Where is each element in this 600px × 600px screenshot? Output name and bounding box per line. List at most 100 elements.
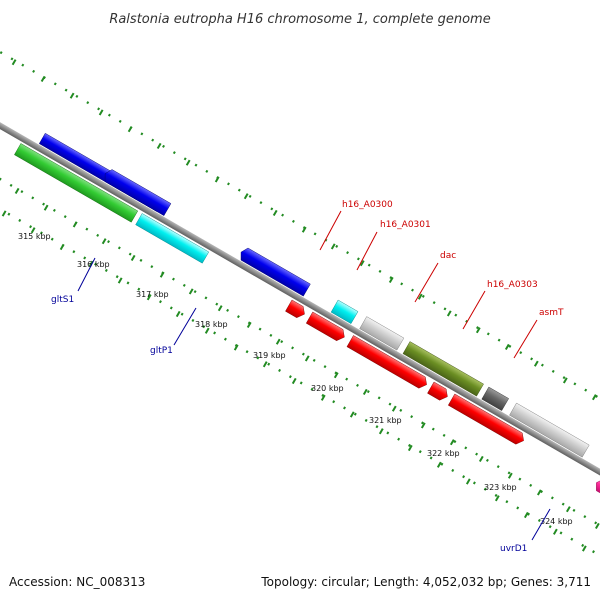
guide-dot	[310, 387, 314, 391]
major-tick	[156, 142, 162, 150]
gene-uvrD1[interactable]	[593, 477, 600, 545]
guide-dot	[464, 446, 468, 450]
guide-dot	[483, 487, 487, 491]
guide-dot	[182, 283, 186, 287]
gene-h16_A0301[interactable]	[359, 316, 405, 351]
guide-dot	[85, 227, 89, 231]
major-tick	[533, 360, 539, 367]
guide-dot	[96, 233, 100, 237]
gene-h16_A0303[interactable]	[481, 386, 509, 411]
kbp-label-321: 321 kbp	[369, 416, 402, 425]
major-tick	[175, 310, 181, 318]
major-tick	[304, 355, 310, 362]
guide-dot	[400, 282, 404, 286]
major-tick	[275, 338, 281, 345]
guide-dot	[278, 368, 282, 372]
guide-dot	[107, 113, 111, 117]
gene-label-h16_A0303[interactable]: h16_A0303	[487, 280, 538, 290]
gene-red-2[interactable]	[305, 311, 347, 343]
major-tick	[30, 227, 36, 234]
guide-dot	[356, 257, 360, 261]
kbp-label-323: 323 kbp	[484, 483, 517, 492]
guide-dot	[245, 350, 249, 354]
guide-dot	[107, 240, 110, 244]
major-tick	[591, 394, 597, 401]
guide-dot	[332, 400, 336, 404]
guide-dot	[140, 132, 144, 136]
guide-dot	[497, 338, 501, 342]
major-tick	[159, 271, 165, 278]
guide-dot	[440, 462, 444, 466]
major-tick	[581, 545, 587, 552]
guide-dot	[193, 290, 197, 294]
guide-dot	[443, 307, 447, 311]
gene-gltS1-head[interactable]	[102, 168, 172, 216]
major-tick	[407, 444, 413, 452]
major-tick	[117, 277, 123, 284]
gene-leader-lines	[77, 210, 551, 541]
guide-dot	[183, 157, 187, 161]
major-tick	[449, 439, 455, 446]
major-tick	[420, 422, 426, 429]
kbp-label-317: 317 kbp	[136, 290, 169, 299]
major-tick	[362, 388, 368, 396]
gene-label-h16_A0301[interactable]: h16_A0301	[380, 220, 431, 230]
gene-label-h16_A0300[interactable]: h16_A0300	[342, 200, 393, 210]
gene-label-gltS1[interactable]: gltS1	[51, 295, 74, 305]
guide-dot	[94, 262, 97, 266]
guide-dot	[29, 225, 33, 229]
guide-dot	[223, 337, 227, 341]
major-tick	[130, 254, 136, 262]
gene-gltS1-inner[interactable]	[14, 143, 139, 223]
gene-asmT[interactable]	[509, 402, 590, 458]
major-tick	[565, 506, 571, 513]
guide-dot	[530, 357, 534, 361]
gene-red-5[interactable]	[447, 393, 526, 447]
guide-dot	[454, 313, 458, 317]
guide-dot	[537, 518, 541, 522]
guide-dot	[83, 256, 87, 260]
major-tick	[272, 209, 278, 217]
gene-label-uvrD1[interactable]: uvrD1	[500, 544, 527, 554]
major-tick	[262, 361, 268, 368]
guide-dot	[151, 138, 155, 142]
guide-dot	[21, 63, 25, 67]
guide-dot	[527, 512, 531, 516]
guide-dot	[364, 418, 368, 422]
gene-red-4[interactable]	[427, 381, 450, 403]
guide-dot	[421, 294, 425, 298]
guide-dot	[429, 456, 433, 460]
major-tick	[349, 411, 355, 418]
gene-label-gltP1[interactable]: gltP1	[150, 346, 173, 356]
major-tick	[378, 428, 384, 435]
gene-dac[interactable]	[402, 341, 484, 397]
guide-dot	[97, 107, 101, 111]
guide-dot	[259, 201, 263, 205]
gene-red-1[interactable]	[285, 299, 307, 320]
major-tick	[301, 226, 307, 233]
kbp-label-318: 318 kbp	[195, 320, 228, 329]
guide-dot	[312, 358, 316, 362]
guide-dot	[378, 269, 382, 273]
guide-dot	[64, 88, 68, 92]
major-tick	[320, 394, 326, 401]
guide-dot	[117, 246, 121, 250]
major-tick	[233, 344, 239, 351]
gene-label-dac[interactable]: dac	[440, 251, 456, 261]
gene-labels: gltS1 gltP1 h16_A0300 h16_A0301 dac h16_…	[51, 200, 564, 554]
guide-dot	[137, 287, 141, 291]
guide-dot	[397, 437, 401, 441]
gene-red-3[interactable]	[346, 335, 430, 390]
major-tick	[536, 489, 542, 496]
gene-label-asmT[interactable]: asmT	[539, 308, 564, 318]
major-tick	[494, 495, 500, 502]
major-tick	[101, 238, 107, 245]
gene-gltP1-fwd[interactable]	[238, 246, 311, 297]
kbp-label-320: 320 kbp	[311, 384, 344, 393]
guide-dot	[139, 258, 143, 262]
guide-dot	[389, 276, 393, 280]
gene-gltP1[interactable]	[135, 213, 210, 264]
gene-h16_A0300[interactable]	[330, 299, 359, 324]
major-tick	[478, 455, 484, 463]
major-tick	[185, 159, 191, 166]
